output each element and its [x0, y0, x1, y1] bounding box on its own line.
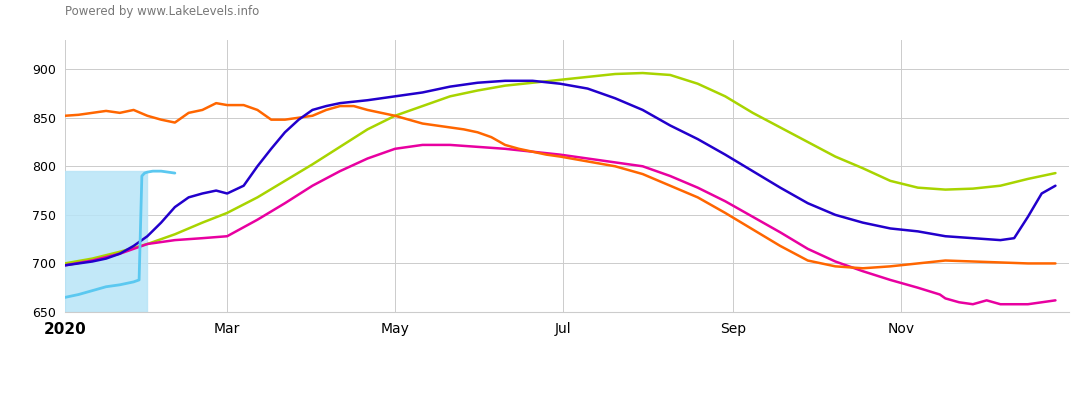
Text: Powered by www.LakeLevels.info: Powered by www.LakeLevels.info	[65, 5, 259, 18]
Bar	[65, 171, 147, 312]
